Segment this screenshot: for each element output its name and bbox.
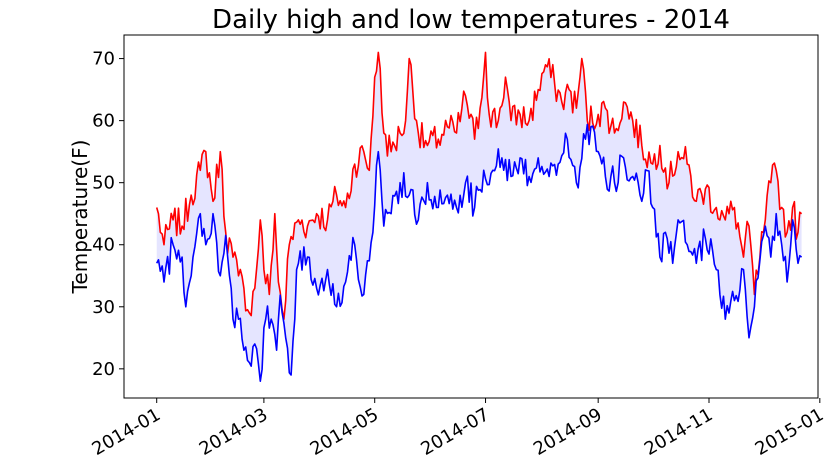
x-tick-label: 2014-09 xyxy=(530,404,606,460)
x-tick-label: 2014-07 xyxy=(417,404,493,460)
y-tick-label: 60 xyxy=(92,111,115,132)
fill-layer xyxy=(156,52,802,382)
y-axis-label: Temperature(F) xyxy=(68,140,92,295)
series-line-high xyxy=(155,51,803,320)
x-tick-label: 2014-03 xyxy=(196,404,272,460)
fill-between-area xyxy=(156,52,802,382)
lines-layer xyxy=(155,51,803,382)
x-tick-label: 2014-01 xyxy=(89,404,165,460)
plot-frame xyxy=(123,34,819,399)
y-tick-label: 20 xyxy=(92,359,115,380)
y-tick-label: 30 xyxy=(92,297,115,318)
chart-title: Daily high and low temperatures - 2014 xyxy=(212,5,730,35)
x-tick-label: 2014-05 xyxy=(307,404,383,460)
y-tick-label: 40 xyxy=(92,235,115,256)
series-line-low xyxy=(155,123,803,382)
y-tick-label: 70 xyxy=(92,49,115,70)
x-tick-label: 2014-11 xyxy=(641,404,717,460)
x-tick-label: 2015-01 xyxy=(752,404,828,460)
y-tick-label: 50 xyxy=(92,173,115,194)
